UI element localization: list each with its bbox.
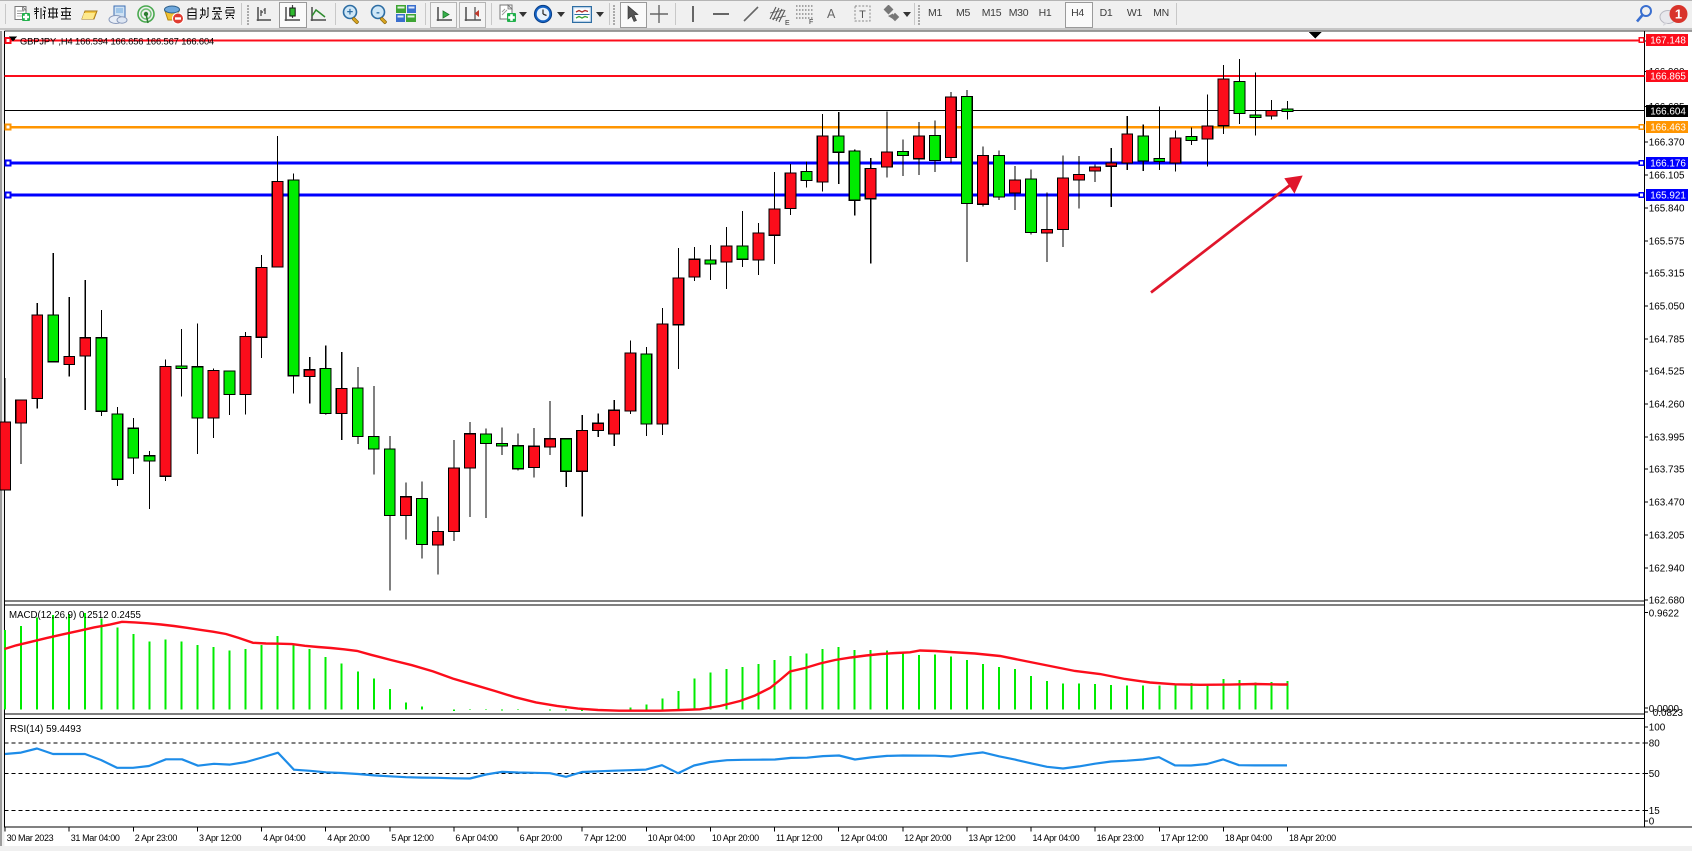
svg-text:80: 80 <box>1649 739 1660 750</box>
svg-text:165.840: 165.840 <box>1649 204 1685 215</box>
svg-text:T: T <box>859 9 866 21</box>
svg-text:F: F <box>809 19 813 25</box>
svg-text:162.940: 162.940 <box>1649 563 1685 574</box>
svg-text:163.205: 163.205 <box>1649 531 1685 542</box>
svg-text:17 Apr 12:00: 17 Apr 12:00 <box>1161 833 1208 843</box>
svg-text:166.370: 166.370 <box>1649 138 1685 149</box>
svg-text:GBPJPY ,H4 166.594 166.656 16: GBPJPY ,H4 166.594 166.656 166.567 166.6… <box>20 37 214 47</box>
svg-text:50: 50 <box>1649 769 1660 780</box>
svg-text:15: 15 <box>1649 806 1660 817</box>
svg-text:6 Apr 20:00: 6 Apr 20:00 <box>520 833 563 843</box>
svg-text:RSI(14) 59.4493: RSI(14) 59.4493 <box>10 724 81 735</box>
svg-text:165.921: 165.921 <box>1650 191 1686 202</box>
svg-text:100: 100 <box>1649 723 1666 734</box>
svg-text:MACD(12,26,9) 0.2512 0.2455: MACD(12,26,9) 0.2512 0.2455 <box>9 610 141 621</box>
svg-text:166.463: 166.463 <box>1650 123 1686 134</box>
svg-text:16 Apr 23:00: 16 Apr 23:00 <box>1097 833 1144 843</box>
svg-text:166.105: 166.105 <box>1649 171 1685 182</box>
svg-text:5 Apr 12:00: 5 Apr 12:00 <box>391 833 434 843</box>
svg-text:31 Mar 04:00: 31 Mar 04:00 <box>71 833 120 843</box>
svg-text:1: 1 <box>1675 7 1682 22</box>
svg-text:0: 0 <box>1649 817 1655 828</box>
svg-text:163.470: 163.470 <box>1649 498 1685 509</box>
svg-text:13 Apr 12:00: 13 Apr 12:00 <box>968 833 1015 843</box>
svg-text:162.680: 162.680 <box>1649 596 1685 607</box>
svg-text:167.148: 167.148 <box>1650 36 1686 47</box>
svg-text:0.9622: 0.9622 <box>1649 608 1679 619</box>
svg-text:166.176: 166.176 <box>1650 159 1686 170</box>
svg-text:-: - <box>376 7 380 19</box>
svg-text:18 Apr 20:00: 18 Apr 20:00 <box>1289 833 1336 843</box>
svg-text:14 Apr 04:00: 14 Apr 04:00 <box>1033 833 1080 843</box>
svg-text:12 Apr 20:00: 12 Apr 20:00 <box>904 833 951 843</box>
svg-text:166.604: 166.604 <box>1650 107 1686 118</box>
svg-text:7 Apr 12:00: 7 Apr 12:00 <box>584 833 627 843</box>
svg-text:163.995: 163.995 <box>1649 433 1685 444</box>
svg-text:4 Apr 04:00: 4 Apr 04:00 <box>263 833 306 843</box>
svg-text:166.865: 166.865 <box>1650 72 1686 83</box>
svg-text:6 Apr 04:00: 6 Apr 04:00 <box>455 833 498 843</box>
svg-text:164.785: 164.785 <box>1649 334 1685 345</box>
svg-text:11 Apr 12:00: 11 Apr 12:00 <box>776 833 823 843</box>
svg-text:165.315: 165.315 <box>1649 269 1685 280</box>
svg-text:164.525: 164.525 <box>1649 367 1685 378</box>
svg-text:3 Apr 12:00: 3 Apr 12:00 <box>199 833 242 843</box>
svg-text:4 Apr 20:00: 4 Apr 20:00 <box>327 833 370 843</box>
svg-text:165.050: 165.050 <box>1649 302 1685 313</box>
svg-text:0.0823: 0.0823 <box>1653 708 1684 719</box>
svg-text:164.260: 164.260 <box>1649 400 1685 411</box>
svg-text:163.735: 163.735 <box>1649 465 1685 476</box>
svg-text:12 Apr 04:00: 12 Apr 04:00 <box>840 833 887 843</box>
svg-text:18 Apr 04:00: 18 Apr 04:00 <box>1225 833 1272 843</box>
svg-text:0.0000: 0.0000 <box>1649 704 1680 715</box>
svg-text:2 Apr 23:00: 2 Apr 23:00 <box>135 833 178 843</box>
svg-text:10 Apr 04:00: 10 Apr 04:00 <box>648 833 695 843</box>
svg-text:E: E <box>785 20 790 26</box>
svg-text:30 Mar 2023: 30 Mar 2023 <box>7 833 54 843</box>
svg-text:165.575: 165.575 <box>1649 236 1685 247</box>
svg-text:+: + <box>347 7 353 19</box>
svg-text:10 Apr 20:00: 10 Apr 20:00 <box>712 833 759 843</box>
